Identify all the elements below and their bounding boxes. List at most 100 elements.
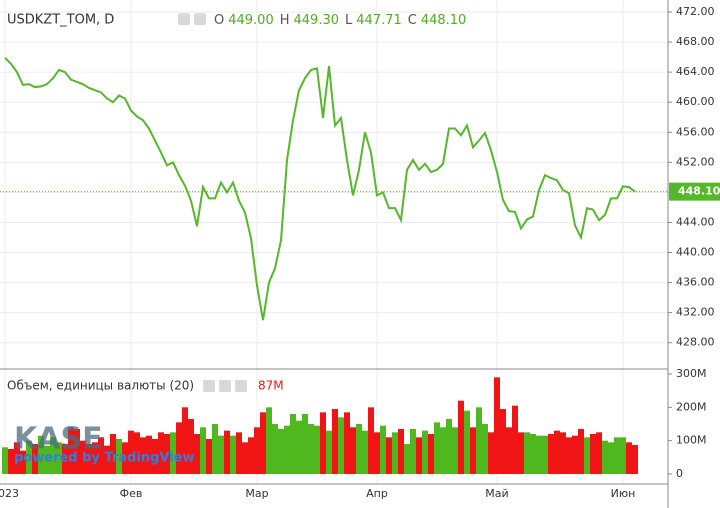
volume-bar [32, 444, 38, 474]
volume-bar [506, 427, 512, 474]
volume-bar [266, 407, 272, 474]
volume-bar [422, 430, 428, 474]
y-tick-label: 440.00 [676, 246, 715, 259]
volume-bar [188, 419, 194, 474]
volume-last-value: 87M [258, 379, 284, 393]
volume-bar [548, 434, 554, 474]
visibility-button[interactable] [178, 13, 190, 25]
last-price-tag [669, 182, 720, 201]
visibility-button[interactable] [203, 380, 215, 392]
volume-bar [206, 439, 212, 474]
volume-bar [242, 442, 248, 474]
y-tick-label: 200M [676, 400, 707, 413]
volume-bar [596, 432, 602, 474]
volume-bar [416, 437, 422, 474]
volume-bar [20, 450, 26, 474]
ohlc-value: 449.30 [294, 13, 340, 28]
volume-bar [518, 432, 524, 474]
volume-bar [218, 435, 224, 474]
y-tick-label: 456.00 [676, 125, 715, 138]
volume-bar [632, 445, 638, 474]
volume-bar [254, 427, 260, 474]
volume-bar [170, 432, 176, 474]
settings-button[interactable] [219, 380, 231, 392]
watermark-brand: KASE [14, 422, 103, 457]
volume-bar [392, 432, 398, 474]
y-tick-label: 464.00 [676, 65, 715, 78]
volume-bar [572, 435, 578, 474]
volume-bar [68, 427, 74, 474]
y-tick-label: 468.00 [676, 35, 715, 48]
y-tick-label: 436.00 [676, 276, 715, 289]
close-button[interactable] [235, 380, 247, 392]
volume-bar [362, 430, 368, 474]
volume-bar [182, 407, 188, 474]
volume-bar [602, 440, 608, 474]
volume-bar [488, 432, 494, 474]
volume-bar [134, 432, 140, 474]
ohlc-key: L [345, 13, 353, 28]
volume-pane [2, 377, 638, 474]
axes: 428.00432.00436.00440.00444.00448.00452.… [0, 5, 720, 500]
x-tick-label: Май [485, 487, 508, 500]
volume-bar [212, 424, 218, 474]
y-tick-label: 0 [676, 467, 683, 480]
volume-bar [158, 432, 164, 474]
volume-bar [524, 432, 530, 474]
ohlc-legend: O 449.00 H 449.30 L 447.71 C 448.10 [214, 13, 466, 28]
volume-bar [578, 429, 584, 474]
volume-bar [368, 407, 374, 474]
volume-bar [620, 437, 626, 474]
volume-bar [332, 409, 338, 474]
volume-bar [56, 442, 62, 474]
volume-bar [122, 442, 128, 474]
volume-bar [80, 440, 86, 474]
volume-bar [542, 435, 548, 474]
ohlc-value: 449.00 [228, 13, 274, 28]
volume-bar [458, 400, 464, 474]
volume-bar [74, 429, 80, 474]
volume-bar [536, 435, 542, 474]
x-tick-label: Мар [245, 487, 268, 500]
volume-bar [380, 425, 386, 474]
volume-bar [110, 434, 116, 474]
volume-bar [62, 444, 68, 474]
settings-button[interactable] [194, 13, 206, 25]
volume-title: Объем, единицы валюты (20) [7, 379, 194, 393]
volume-bar [308, 424, 314, 474]
volume-bar [554, 430, 560, 474]
volume-bar [98, 437, 104, 474]
y-tick-label: 100M [676, 434, 707, 447]
volume-bar [44, 445, 50, 474]
volume-bar [452, 427, 458, 474]
volume-bar [50, 437, 56, 474]
volume-bar [560, 432, 566, 474]
volume-bar [356, 424, 362, 474]
y-tick-label: 432.00 [676, 306, 715, 319]
volume-bar [164, 434, 170, 474]
volume-bar [410, 429, 416, 474]
last-price-label: 448.10 [678, 185, 720, 198]
volume-bar [284, 425, 290, 474]
y-tick-label: 428.00 [676, 336, 715, 349]
volume-bar [626, 442, 632, 474]
volume-bar [248, 437, 254, 474]
x-tick-label: 2023 [0, 487, 19, 500]
volume-bar [260, 412, 266, 474]
volume-bar [608, 442, 614, 474]
watermark-tagline: powered by TradingView [14, 451, 195, 466]
volume-bar [26, 440, 32, 474]
volume-bar [566, 437, 572, 474]
volume-bar [530, 434, 536, 474]
x-tick-label: Фев [120, 487, 143, 500]
volume-bar [344, 412, 350, 474]
ohlc-key: O [214, 13, 224, 28]
volume-bar [194, 434, 200, 474]
x-tick-label: Апр [366, 487, 388, 500]
y-tick-label: 444.00 [676, 215, 715, 228]
volume-bar [314, 425, 320, 474]
volume-bar [470, 427, 476, 474]
price-line [4, 57, 636, 321]
symbol-title: USDKZT_TOM, D [7, 13, 114, 28]
